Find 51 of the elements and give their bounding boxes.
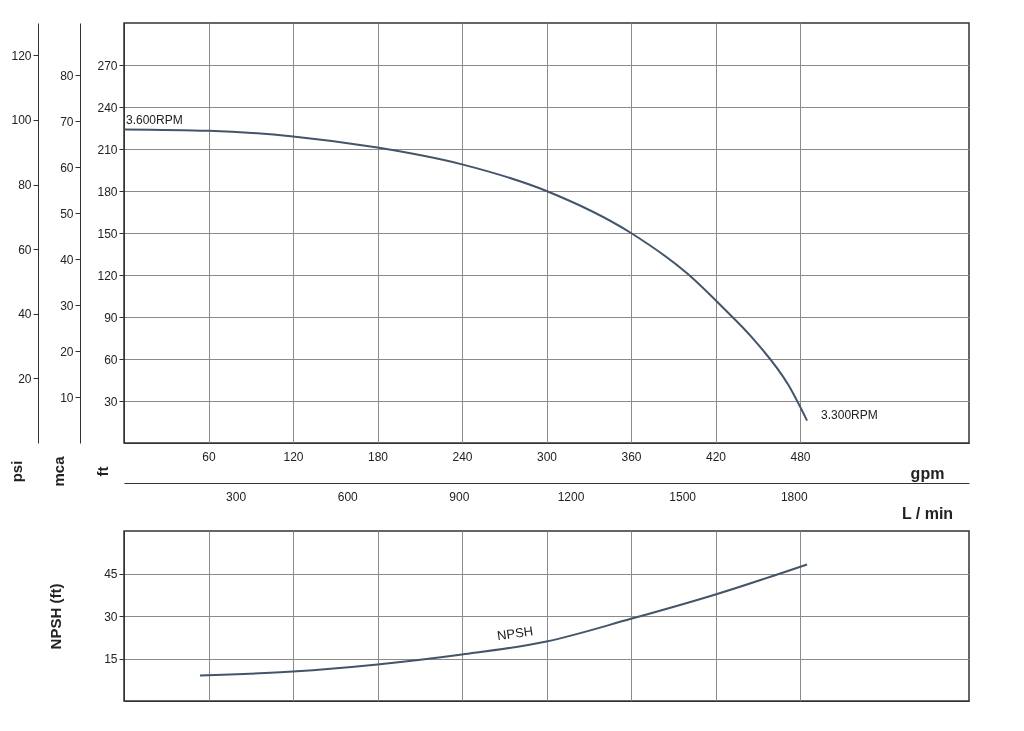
- x-axis-title: gpm: [910, 464, 945, 482]
- line-series: [124, 128, 809, 422]
- x2-tick-label: 1200: [557, 489, 585, 504]
- y-axis-title: NPSH (ft): [47, 583, 65, 650]
- annotation: 3.600RPM: [126, 113, 183, 128]
- y-tick-label: 240: [97, 100, 118, 115]
- y2-tick-label: 50: [60, 206, 74, 221]
- y2-tick-label: 10: [60, 390, 74, 405]
- x-tick-label: 240: [452, 449, 473, 464]
- x-tick-label: 300: [536, 449, 558, 464]
- y2-tick-label: 70: [60, 114, 74, 129]
- y-tick-label: 120: [97, 268, 118, 283]
- y-tick-label: 150: [97, 226, 118, 241]
- y-tick-label: 15: [104, 652, 118, 666]
- y2-tick-label: 80: [60, 68, 74, 83]
- y3-tick-label: 80: [18, 178, 32, 193]
- y-tick-label: 180: [97, 184, 118, 199]
- y-axis-title: ft: [93, 466, 111, 477]
- x-tick-label: 60: [202, 449, 216, 464]
- y-tick-label: 210: [97, 142, 118, 157]
- line-series: [199, 563, 809, 677]
- y3-axis-title: psi: [7, 460, 25, 483]
- y2-tick-label: 20: [60, 344, 74, 359]
- x-tick-label: 360: [621, 449, 642, 464]
- y3-tick-label: 100: [11, 113, 32, 128]
- y3-tick-label: 120: [11, 48, 32, 63]
- y2-axis-title: mca: [49, 455, 67, 487]
- x2-tick-label: 1500: [669, 489, 697, 504]
- y-tick-label: 90: [104, 310, 118, 325]
- y-tick-label: 30: [104, 394, 118, 409]
- x2-tick-label: 600: [337, 489, 359, 504]
- x-tick-label: 420: [705, 449, 727, 464]
- y2-tick-label: 60: [60, 160, 74, 175]
- y-tick-label: 60: [104, 352, 118, 367]
- x2-tick-label: 900: [449, 489, 470, 504]
- y2-tick-label: 30: [60, 298, 74, 313]
- x-tick-label: 120: [283, 449, 304, 464]
- y3-tick-label: 60: [18, 242, 32, 257]
- annotation: 3.300RPM: [821, 407, 878, 422]
- y-tick-label: 270: [97, 58, 118, 73]
- text: NPSH: [496, 623, 534, 644]
- y3-tick-label: 20: [18, 371, 32, 386]
- x2-tick-label: 300: [226, 489, 247, 504]
- x-tick-label: 180: [367, 449, 389, 464]
- y2-tick-label: 40: [60, 252, 74, 267]
- y3-tick-label: 40: [18, 307, 32, 322]
- x-tick-label: 480: [790, 449, 811, 464]
- x2-axis-title: L / min: [901, 504, 954, 522]
- x2-tick-label: 1800: [780, 489, 808, 504]
- y-tick-label: 30: [104, 609, 118, 624]
- y-tick-label: 45: [104, 567, 118, 581]
